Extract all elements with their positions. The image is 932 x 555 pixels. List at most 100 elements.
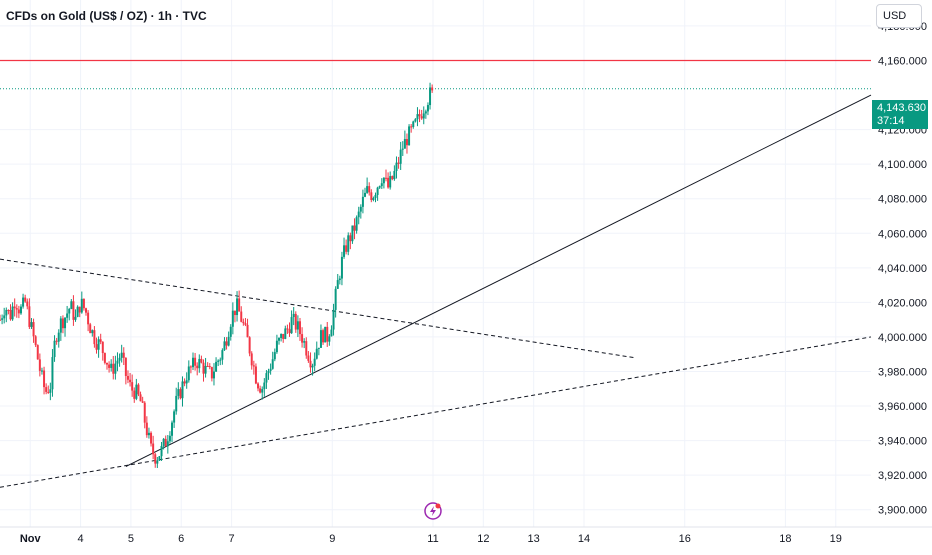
x-tick-label: 13	[528, 533, 540, 545]
candle-body	[68, 308, 71, 314]
candle-body	[110, 363, 113, 368]
candle-body	[424, 111, 427, 114]
x-tick-label: 14	[578, 533, 590, 545]
y-tick-label: 4,040.000	[878, 263, 927, 275]
candle-body	[389, 176, 392, 188]
candle-body	[49, 389, 52, 393]
candle-body	[271, 359, 274, 369]
candle-body	[97, 339, 100, 350]
candle-body	[158, 456, 161, 461]
candle-body	[5, 309, 8, 316]
event-marker[interactable]	[424, 502, 442, 520]
candle-body	[15, 308, 18, 310]
candle-body	[40, 370, 43, 372]
candle-body	[145, 422, 148, 436]
candle-body	[416, 114, 419, 120]
candle-body	[223, 341, 226, 351]
candle-body	[267, 370, 270, 374]
candle-body	[189, 366, 192, 368]
candle-body	[343, 245, 346, 257]
candle-body	[208, 366, 211, 368]
candle-body	[240, 311, 243, 322]
candle-body	[19, 306, 22, 314]
candle-body	[122, 352, 125, 358]
candle-body	[99, 339, 102, 342]
candle-body	[238, 298, 241, 312]
x-tick-label: 5	[128, 533, 134, 545]
candle-body	[384, 177, 387, 179]
candle-body	[257, 383, 260, 389]
candle-body	[426, 105, 429, 112]
y-tick-label: 4,080.000	[878, 194, 927, 206]
candle-body	[290, 317, 293, 334]
candle-body	[154, 454, 157, 464]
candle-body	[7, 309, 10, 311]
candle-body	[24, 297, 27, 302]
candle-body	[196, 365, 199, 369]
candle-body	[181, 381, 184, 399]
x-tick-label: 12	[477, 533, 489, 545]
candle-body	[221, 350, 224, 360]
candle-body	[91, 330, 94, 334]
candle-body	[30, 322, 33, 327]
candle-body	[93, 330, 96, 345]
price-axis[interactable]: 4,180.0004,160.0004,120.0004,100.0004,08…	[878, 21, 927, 517]
x-tick-label: 19	[830, 533, 842, 545]
candles	[0, 82, 434, 469]
candle-body	[431, 87, 434, 91]
candle-body	[166, 441, 169, 447]
bar-countdown: 37:14	[877, 115, 905, 127]
candle-body	[353, 225, 356, 231]
x-tick-label: 9	[329, 533, 335, 545]
candle-body	[87, 312, 90, 325]
candle-body	[280, 333, 283, 339]
candle-body	[391, 176, 394, 180]
symbol-title[interactable]: CFDs on Gold (US$ / OZ) · 1h · TVC	[6, 9, 207, 23]
candle-body	[89, 324, 92, 334]
levels	[0, 59, 871, 90]
candle-body	[194, 357, 197, 366]
candle-body	[330, 329, 333, 337]
candle-body	[217, 360, 220, 362]
x-tick-label: 7	[229, 533, 235, 545]
candle-body	[64, 317, 67, 329]
time-axis[interactable]: Nov 4 5 6 7 9 11 12 13 14 16 18 19	[0, 526, 932, 545]
candle-body	[252, 365, 255, 367]
candle-body	[288, 329, 291, 334]
candle-body	[328, 336, 331, 342]
candle-body	[82, 298, 85, 309]
candle-body	[229, 326, 232, 337]
candle-body	[263, 382, 266, 390]
candle-body	[380, 183, 383, 187]
candle-body	[103, 353, 106, 363]
candle-body	[61, 318, 64, 329]
candle-body	[78, 306, 81, 313]
candle-body	[150, 432, 153, 444]
candle-body	[364, 192, 367, 197]
candle-body	[303, 341, 306, 343]
candle-body	[200, 358, 203, 363]
candle-body	[278, 338, 281, 341]
candle-body	[32, 322, 35, 337]
y-tick-label: 3,920.000	[878, 470, 927, 482]
candle-body	[171, 422, 174, 436]
candle-body	[11, 306, 14, 320]
candle-body	[116, 360, 119, 364]
candle-body	[395, 162, 398, 171]
candle-body	[265, 373, 268, 383]
candle-body	[319, 330, 322, 348]
currency-button[interactable]: USD	[876, 4, 922, 28]
trendline-3	[0, 336, 872, 488]
candle-body	[412, 121, 415, 127]
candle-body	[0, 319, 1, 321]
candle-body	[227, 336, 230, 346]
trendlines[interactable]	[0, 94, 872, 488]
candle-body	[13, 306, 16, 309]
y-tick-label: 4,160.000	[878, 55, 927, 67]
candle-body	[175, 395, 178, 412]
candle-body	[70, 301, 73, 309]
candle-body	[307, 355, 310, 361]
candle-body	[160, 445, 163, 457]
